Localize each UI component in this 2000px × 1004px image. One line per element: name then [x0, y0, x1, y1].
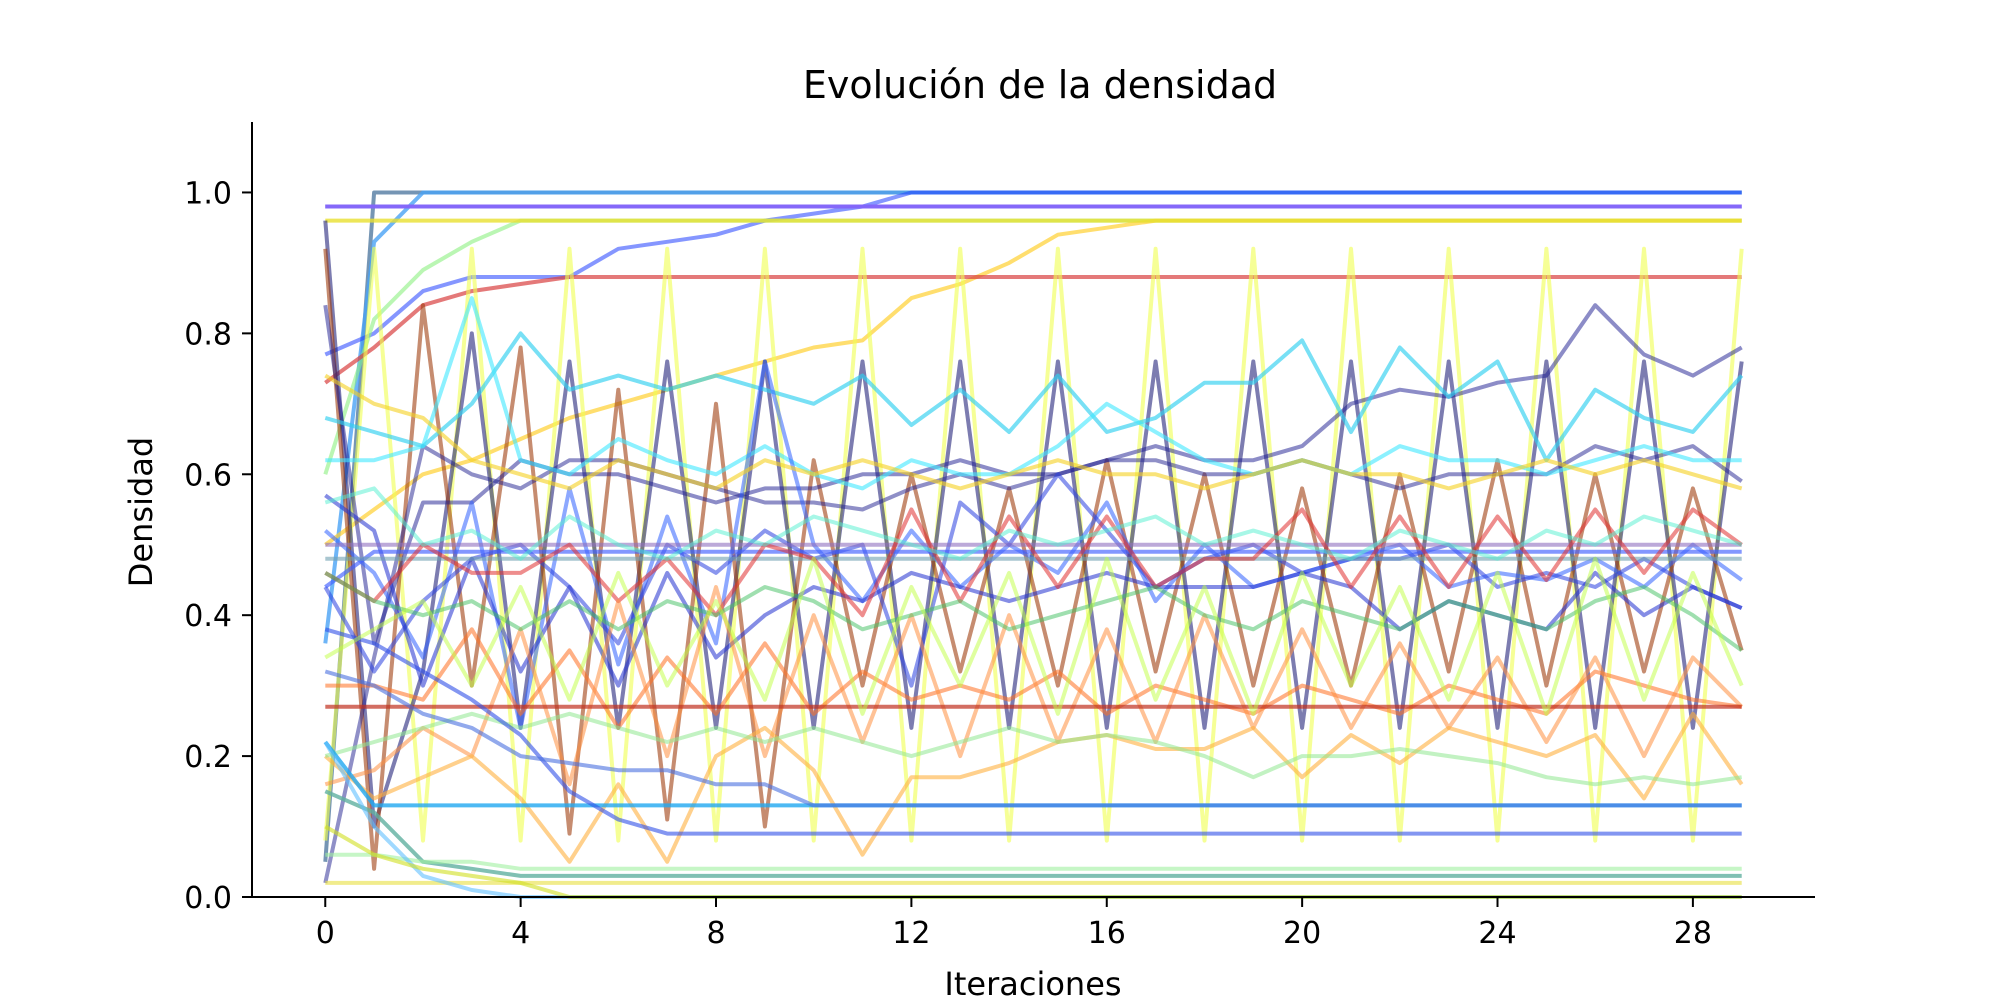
- series-line-34: [325, 852, 1742, 871]
- series-line-9: [324, 275, 1742, 385]
- series-line-27: [323, 711, 1744, 864]
- series-line-32: [324, 669, 1742, 808]
- x-axis-label: Iteraciones: [944, 965, 1121, 1000]
- x-tick-label: 24: [1478, 916, 1516, 951]
- y-axis-label: Densidad: [122, 437, 160, 587]
- y-ticks: 0.0 0.2 0.4 0.6 0.8 1.0: [184, 176, 252, 916]
- chart-title: Evolución de la densidad: [803, 63, 1277, 107]
- y-tick-label: 0.0: [184, 881, 232, 916]
- series-line-15: [324, 331, 1744, 463]
- x-tick-label: 20: [1283, 916, 1321, 951]
- x-ticks: 0 4 8 12 16 20 24 28: [316, 897, 1712, 951]
- series-line-28: [324, 373, 1743, 491]
- series-line-39: [324, 556, 1744, 716]
- x-tick-label: 0: [316, 916, 335, 951]
- series-line-37: [324, 824, 1742, 899]
- x-tick-label: 4: [511, 916, 530, 951]
- series-line-40: [324, 486, 1743, 561]
- series-line-31: [324, 627, 1742, 836]
- series-line-25: [324, 585, 1744, 787]
- y-tick-label: 0.2: [184, 740, 232, 775]
- y-tick-label: 0.4: [184, 599, 232, 634]
- series-line-29: [324, 711, 1742, 787]
- series-line-23: [324, 507, 1743, 618]
- x-tick-label: 12: [892, 916, 930, 951]
- series-layer: [323, 190, 1744, 899]
- series-line-3: [324, 190, 1742, 357]
- y-tick-label: 0.8: [184, 317, 232, 352]
- y-tick-label: 0.6: [184, 458, 232, 493]
- series-line-16: [325, 296, 1742, 491]
- series-line-18: [323, 472, 1743, 688]
- series-line-24: [325, 627, 1742, 730]
- series-line-33: [324, 789, 1742, 878]
- y-tick-label: 1.0: [184, 176, 232, 211]
- series-line-38: [324, 571, 1743, 653]
- x-tick-label: 8: [706, 916, 725, 951]
- x-tick-label: 28: [1674, 916, 1712, 951]
- series-line-14: [323, 444, 1743, 884]
- x-tick-label: 16: [1088, 916, 1126, 951]
